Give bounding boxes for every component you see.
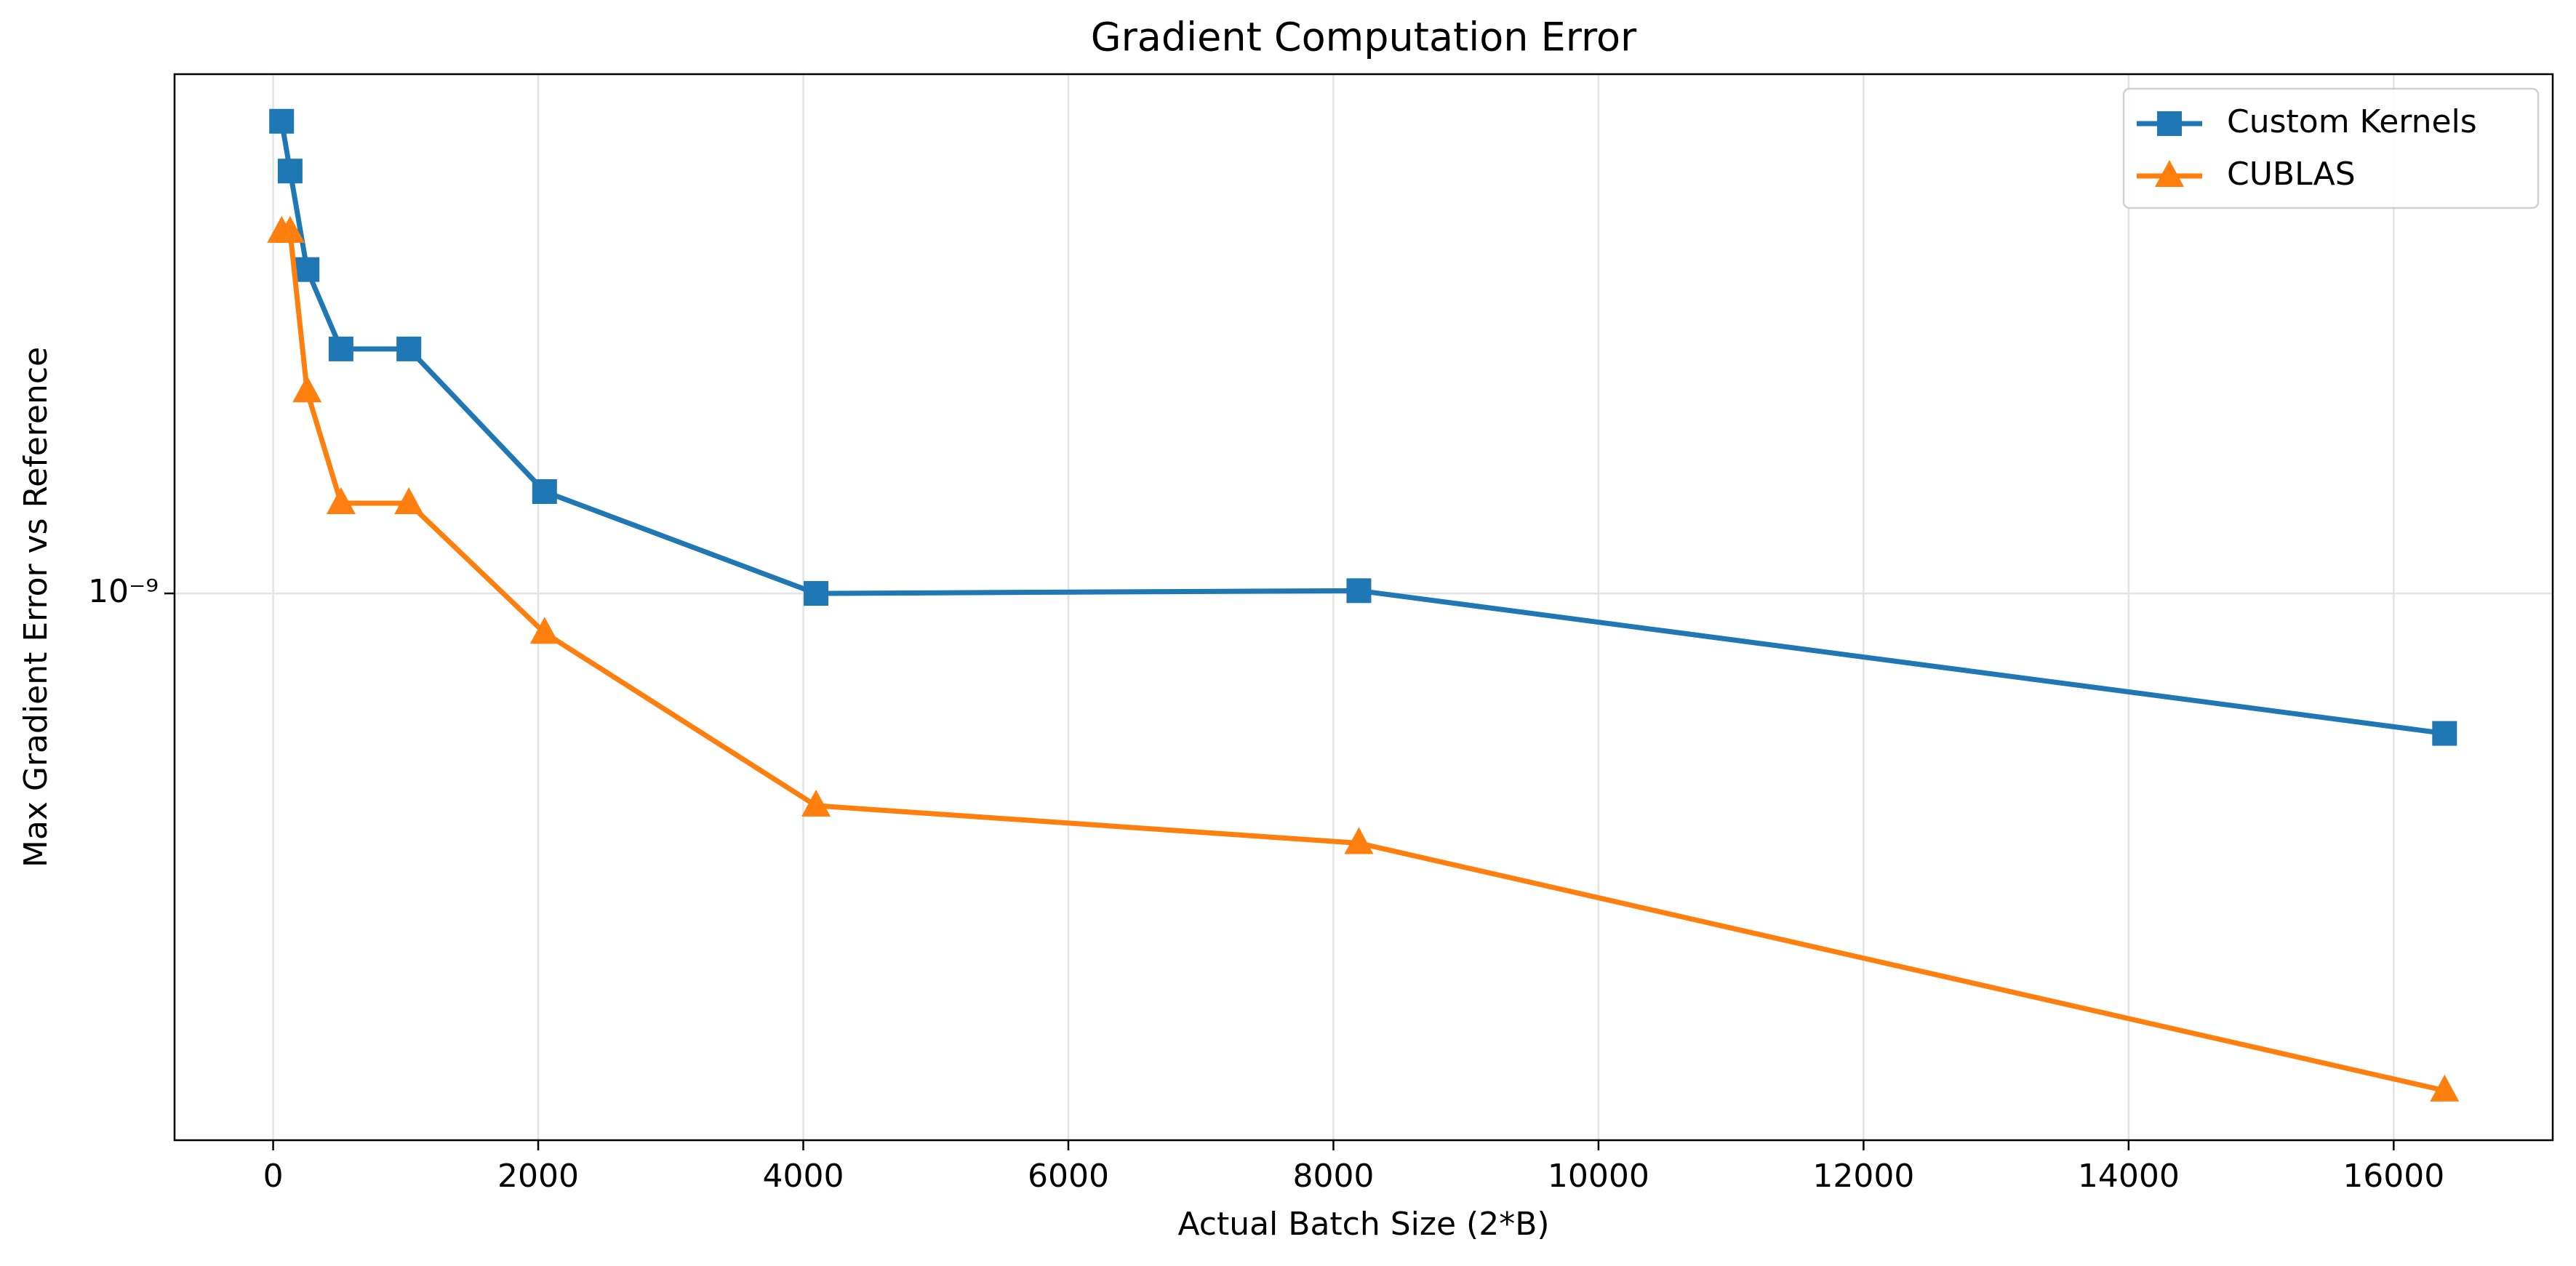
y-tick-label: 10⁻⁹ xyxy=(88,573,159,610)
point xyxy=(292,375,322,403)
x-tick-label: 12000 xyxy=(1812,1158,1914,1195)
point xyxy=(326,486,356,514)
legend-label: CUBLAS xyxy=(2227,156,2356,193)
point xyxy=(532,479,557,505)
point xyxy=(1344,827,1374,854)
legend-box xyxy=(2122,87,2540,209)
point xyxy=(801,789,831,817)
point xyxy=(275,215,305,243)
point xyxy=(804,581,829,606)
chart-title: Gradient Computation Error xyxy=(1091,15,1637,60)
x-tick-label: 16000 xyxy=(2343,1158,2444,1195)
x-tick-label: 4000 xyxy=(763,1158,844,1195)
x-tick-label: 10000 xyxy=(1548,1158,1649,1195)
point xyxy=(394,486,424,514)
point xyxy=(2430,1074,2460,1102)
legend-label: Custom Kernels xyxy=(2227,103,2477,140)
x-axis-label: Actual Batch Size (2*B) xyxy=(1177,1206,1549,1243)
x-tick-label: 0 xyxy=(263,1158,284,1195)
point xyxy=(295,257,320,282)
point xyxy=(277,159,303,184)
series-line xyxy=(281,229,2446,1094)
point xyxy=(529,617,559,644)
point xyxy=(396,336,422,361)
point xyxy=(328,336,353,361)
x-tick-label: 2000 xyxy=(497,1158,579,1195)
x-tick-label: 14000 xyxy=(2078,1158,2180,1195)
legend-marker xyxy=(2157,111,2182,136)
point xyxy=(1346,578,1372,604)
legend-marker xyxy=(2155,160,2184,187)
point xyxy=(269,108,295,134)
x-tick-label: 8000 xyxy=(1292,1158,1374,1195)
point xyxy=(2432,721,2457,746)
y-axis-label: Max Gradient Error vs Reference xyxy=(17,347,55,868)
x-tick-label: 6000 xyxy=(1028,1158,1109,1195)
plot-frame xyxy=(173,73,2554,1142)
series-line xyxy=(279,121,2445,737)
